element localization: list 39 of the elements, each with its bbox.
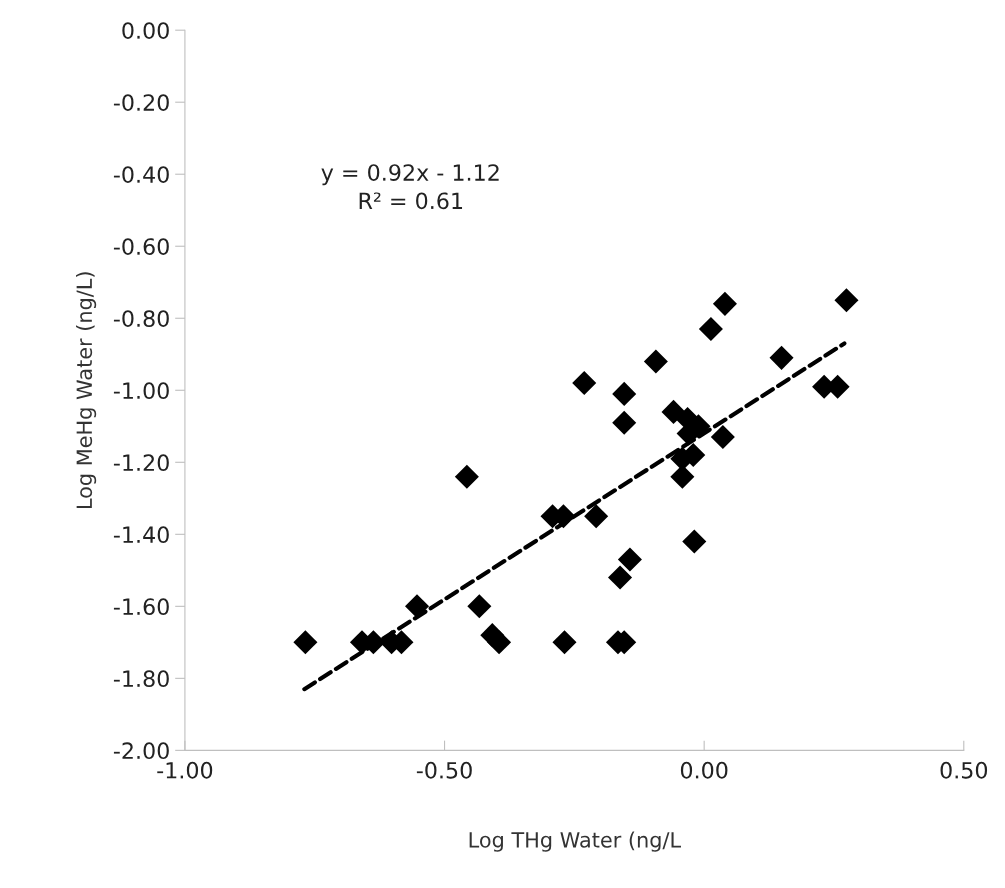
point xyxy=(670,464,695,489)
point xyxy=(698,317,723,342)
y-tick-label: -1.60 xyxy=(113,598,169,616)
point xyxy=(293,630,318,655)
y-tick-label: -0.40 xyxy=(113,166,169,183)
point xyxy=(608,565,633,590)
x-axis-title: Log THg Water (ng/L xyxy=(469,831,681,852)
y-tick-label: 0.00 xyxy=(122,22,169,39)
y-tick-label: -0.20 xyxy=(113,94,169,111)
point xyxy=(405,594,430,619)
point xyxy=(643,349,668,374)
x-tick-label: 0.00 xyxy=(680,761,728,779)
point xyxy=(661,399,686,424)
point xyxy=(467,594,492,619)
point xyxy=(712,291,737,316)
annotation: y = 0.92x - 1.12 R² = 0.61 xyxy=(321,164,499,210)
x-tick-label: -0.50 xyxy=(416,761,472,779)
point xyxy=(572,371,597,396)
x-tick-label: -1.00 xyxy=(157,761,213,779)
point xyxy=(454,464,479,489)
point xyxy=(769,345,794,370)
point xyxy=(612,381,637,406)
y-tick-label: -1.00 xyxy=(113,382,169,400)
y-tick-label: -2.00 xyxy=(113,742,169,760)
y-tick-label: -1.40 xyxy=(113,526,169,544)
y-tick-label: -1.80 xyxy=(113,670,169,688)
y-tick-label: -0.60 xyxy=(113,238,169,255)
y-axis-title: Log MeHg Water (ng/L) xyxy=(76,272,97,509)
point xyxy=(834,288,859,313)
point xyxy=(552,630,577,655)
y-tick-label: -1.20 xyxy=(113,454,169,472)
y-tick-label: -0.80 xyxy=(113,310,169,328)
point xyxy=(584,504,609,529)
point xyxy=(612,410,637,435)
point xyxy=(710,425,735,450)
point xyxy=(617,547,642,572)
point xyxy=(487,630,512,655)
point xyxy=(682,529,707,554)
x-tick-label: 0.50 xyxy=(940,761,988,779)
